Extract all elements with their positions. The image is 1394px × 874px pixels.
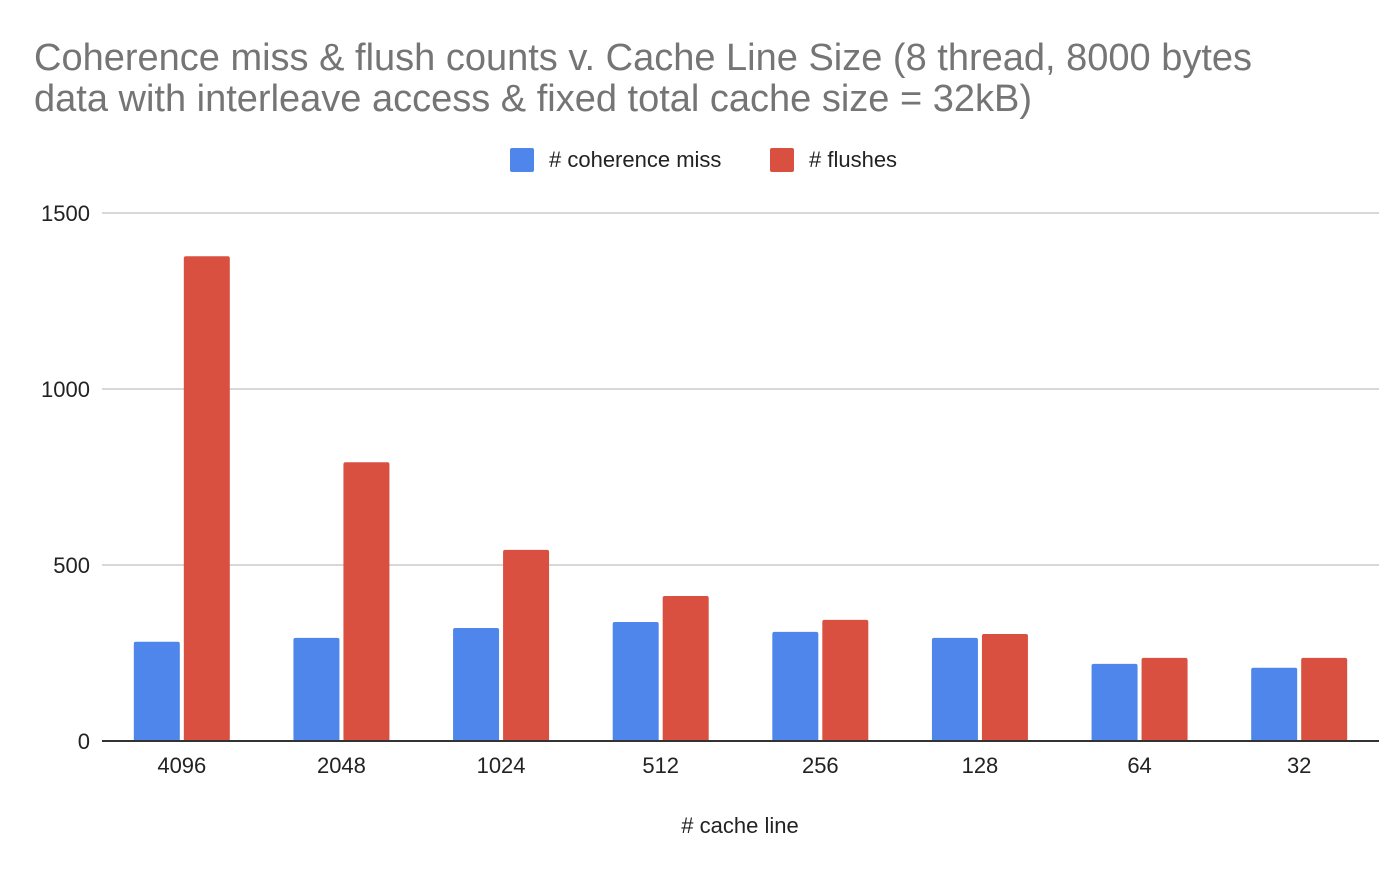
- bar-coherence-miss-256: [772, 631, 819, 741]
- chart-title-line-2: data with interleave access & fixed tota…: [34, 78, 1032, 120]
- x-tick-label-1024: 1024: [477, 753, 526, 778]
- bar-flushes-4096: [183, 256, 230, 741]
- x-axis-title: # cache line: [681, 813, 798, 838]
- x-tick-label-2048: 2048: [317, 753, 366, 778]
- y-tick-label-0: 0: [78, 729, 90, 754]
- chart-title-line-1: Coherence miss & flush counts v. Cache L…: [34, 37, 1252, 79]
- legend-swatch-flushes: [770, 148, 794, 172]
- bar-flushes-128: [981, 633, 1028, 741]
- bar-coherence-miss-1024: [453, 628, 500, 741]
- x-tick-label-4096: 4096: [157, 753, 206, 778]
- x-tick-label-256: 256: [802, 753, 839, 778]
- bar-coherence-miss-32: [1251, 667, 1298, 741]
- x-tick-label-512: 512: [642, 753, 679, 778]
- bar-coherence-miss-4096: [133, 641, 180, 741]
- x-axis-tick-labels: 4096 2048 1024 512 256 128 64 32: [157, 753, 1311, 778]
- bar-flushes-2048: [343, 462, 390, 741]
- bars: [133, 256, 1348, 741]
- bar-flushes-32: [1301, 657, 1348, 741]
- bar-coherence-miss-64: [1091, 663, 1138, 741]
- x-tick-label-128: 128: [962, 753, 999, 778]
- bar-coherence-miss-512: [612, 622, 659, 741]
- y-tick-label-500: 500: [53, 553, 90, 578]
- y-axis-tick-labels: 0 500 1000 1500: [41, 201, 90, 754]
- bar-flushes-1024: [503, 549, 550, 741]
- bar-coherence-miss-2048: [293, 637, 340, 741]
- y-tick-label-1000: 1000: [41, 377, 90, 402]
- legend-label-flushes: # flushes: [809, 147, 897, 172]
- legend-swatch-coherence-miss: [510, 148, 534, 172]
- chart-title: Coherence miss & flush counts v. Cache L…: [34, 37, 1252, 120]
- bar-flushes-512: [662, 595, 709, 741]
- bar-flushes-64: [1141, 657, 1188, 741]
- x-tick-label-32: 32: [1287, 753, 1311, 778]
- legend: # coherence miss # flushes: [510, 147, 897, 172]
- bar-coherence-miss-128: [931, 637, 978, 741]
- bar-flushes-256: [822, 619, 869, 741]
- y-tick-label-1500: 1500: [41, 201, 90, 226]
- x-tick-label-64: 64: [1127, 753, 1151, 778]
- gridlines: [102, 212, 1379, 566]
- legend-label-coherence-miss: # coherence miss: [549, 147, 721, 172]
